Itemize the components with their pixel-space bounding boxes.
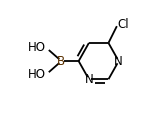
Text: HO: HO	[28, 68, 46, 81]
Text: Cl: Cl	[118, 18, 129, 31]
Text: N: N	[85, 73, 93, 86]
Text: HO: HO	[28, 41, 46, 54]
Text: B: B	[57, 55, 66, 68]
Text: N: N	[114, 55, 123, 68]
